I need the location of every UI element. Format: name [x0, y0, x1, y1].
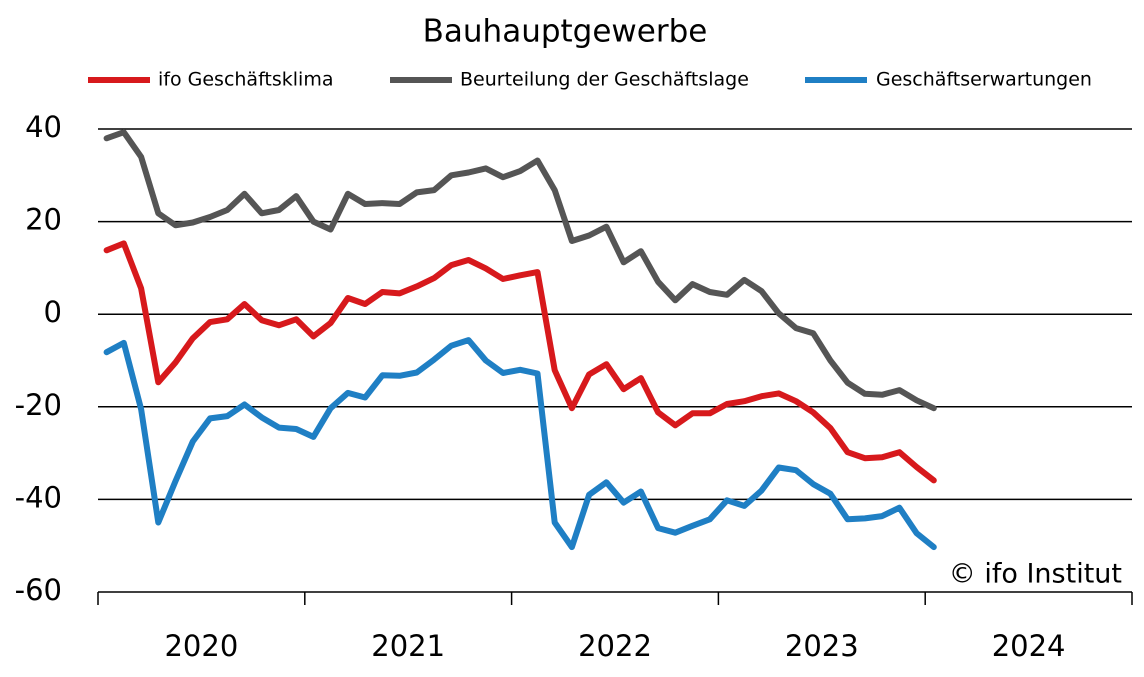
series-line: [103, 240, 937, 484]
y-tick-label: 20: [25, 203, 62, 237]
x-tick-label: 2024: [992, 629, 1066, 663]
x-tick-label: 2022: [578, 629, 652, 663]
y-tick-label: 0: [44, 295, 62, 329]
legend-label: Geschäftserwartungen: [876, 69, 1092, 91]
series-line: [103, 337, 937, 551]
y-tick-label: -60: [15, 573, 62, 607]
y-tick-label: -40: [15, 480, 62, 514]
y-tick-label: -20: [15, 388, 62, 422]
annotation: © ifo Institut: [949, 559, 1122, 590]
x-tick-label: 2020: [164, 629, 238, 663]
x-tick-label: 2023: [785, 629, 859, 663]
chart-title: Bauhauptgewerbe: [423, 14, 708, 50]
legend-label: ifo Geschäftsklima: [158, 69, 334, 91]
legend-label: Beurteilung der Geschäftslage: [460, 69, 749, 91]
x-tick-label: 2021: [371, 629, 445, 663]
y-tick-label: 40: [25, 110, 62, 144]
series-line: [103, 129, 937, 412]
